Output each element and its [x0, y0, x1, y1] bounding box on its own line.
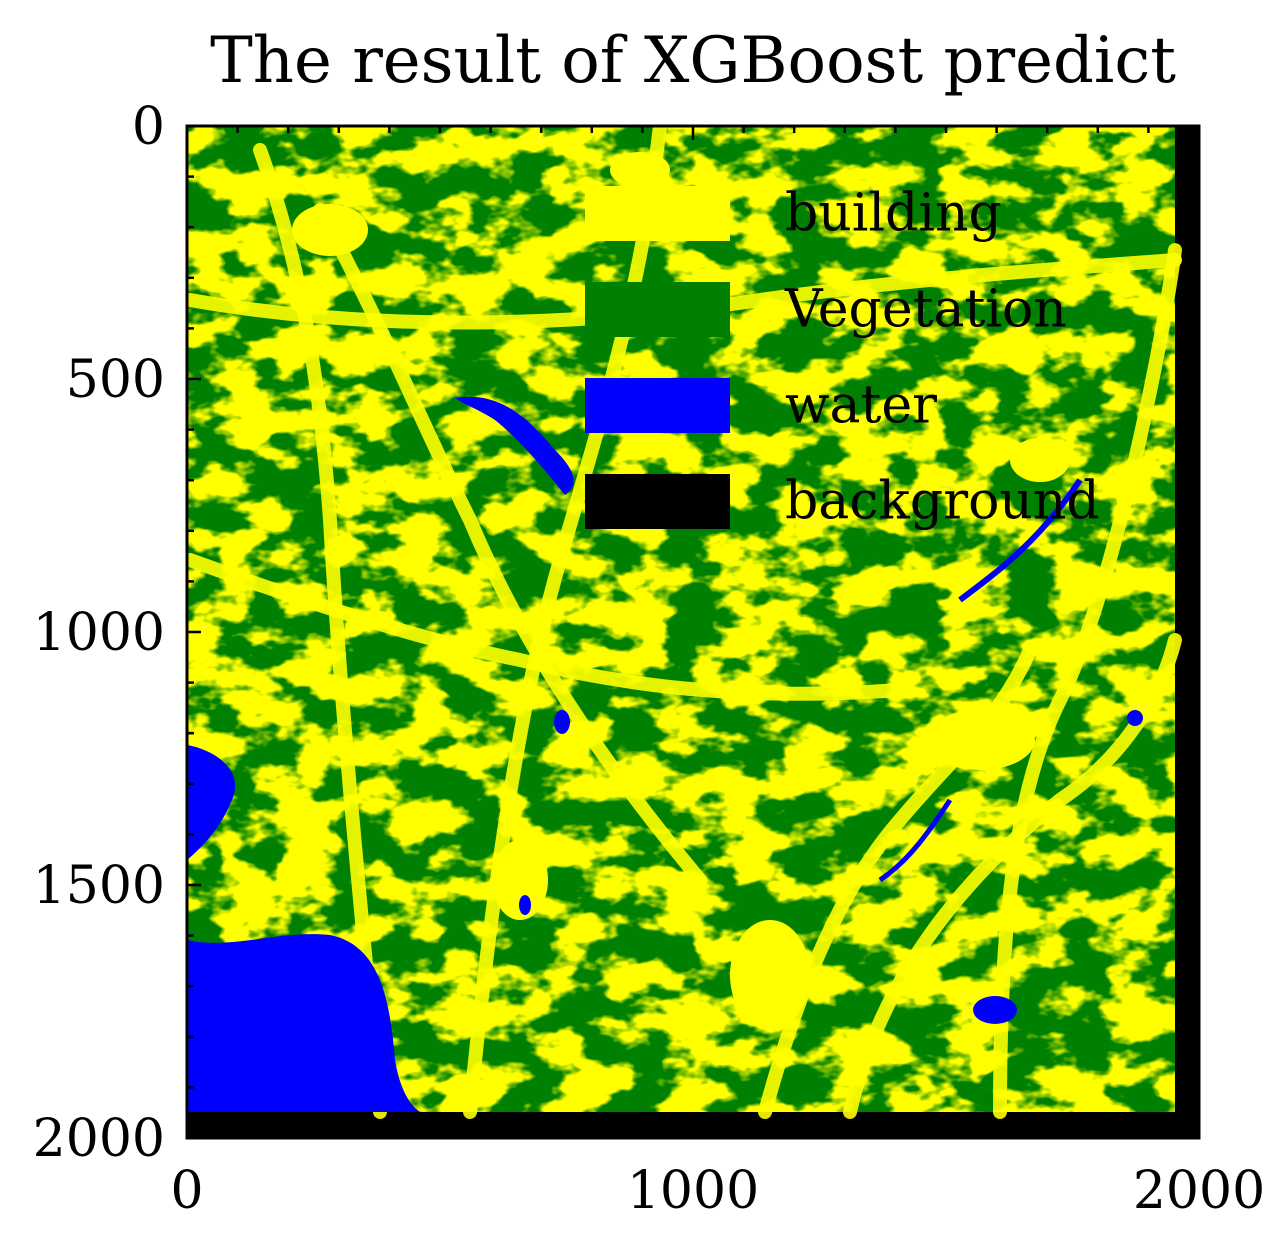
legend-swatch [585, 474, 730, 529]
x-tick-label: 2000 [1133, 1161, 1265, 1221]
y-tick-label: 1500 [33, 856, 165, 916]
ticks [185, 124, 1201, 1140]
x-tick-label: 1000 [627, 1161, 759, 1221]
class-map-building-structures [187, 126, 1182, 1119]
legend-label: background [785, 472, 1100, 532]
y-tick-label: 1000 [33, 603, 165, 663]
class-map-water-bodies [187, 396, 1143, 1112]
legend-swatch [585, 282, 730, 337]
y-tick-label: 2000 [33, 1109, 165, 1169]
chart-title: The result of XGBoost predict [210, 24, 1176, 98]
legend-label: Vegetation [784, 280, 1067, 340]
x-tick-labels: 0 1000 2000 [170, 1161, 1265, 1221]
y-tick-label: 500 [66, 350, 165, 410]
legend: building Vegetation water background [585, 184, 1100, 532]
x-tick-label: 0 [170, 1161, 203, 1221]
plot-area [187, 126, 1199, 1138]
y-tick-label: 0 [132, 97, 165, 157]
y-tick-labels: 0 500 1000 1500 2000 [33, 97, 165, 1169]
legend-label: building [785, 184, 1002, 244]
legend-label: water [785, 376, 937, 436]
legend-swatch [585, 378, 730, 433]
legend-swatch [585, 186, 730, 241]
